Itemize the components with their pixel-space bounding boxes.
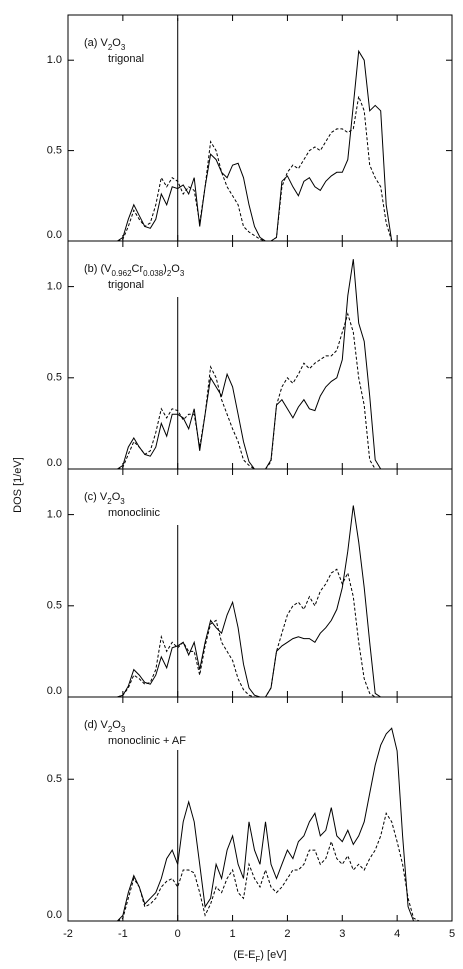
panel-frame — [67, 696, 453, 922]
panel-label-part: O — [171, 263, 180, 275]
x-tick-label: 1 — [230, 928, 236, 940]
dos-curve — [117, 505, 420, 698]
x-tick-label: 5 — [449, 928, 455, 940]
dos-curve — [117, 727, 420, 922]
y-tick-label: 0.0 — [47, 457, 62, 469]
x-tick-label: 2 — [284, 928, 290, 940]
dos-curve — [117, 812, 420, 922]
y-tick-label: 0.5 — [47, 600, 62, 612]
dos-curve — [117, 568, 420, 698]
x-tick-label: 3 — [339, 928, 345, 940]
panel-label-part: (a) V — [84, 37, 109, 49]
dos-curve — [117, 94, 420, 242]
panel-frame — [67, 14, 453, 242]
x-axis-label-part: ) [eV] — [260, 949, 286, 961]
panel-label-part: 3 — [121, 43, 126, 52]
panel-sublabel: trigonal — [108, 53, 144, 65]
panel-label-part: O — [112, 37, 121, 49]
y-tick-label: 0.5 — [47, 372, 62, 384]
y-tick-label: 1.0 — [47, 54, 62, 66]
panel-label-part: Cr — [132, 263, 144, 275]
y-axis-label: DOS [1/eV] — [12, 457, 24, 513]
panel-label-part: O — [112, 491, 121, 503]
dos-curve — [117, 312, 420, 470]
panel-label-part: 0.962 — [112, 269, 133, 278]
y-tick-label: 1.0 — [47, 281, 62, 293]
panel-sublabel: monoclinic + AF — [108, 735, 186, 747]
panel-label-part: (b) (V — [84, 263, 112, 275]
dos-curve — [117, 49, 420, 242]
panel-frame — [67, 468, 453, 698]
panel-label-part: 3 — [120, 497, 125, 506]
x-axis-label-part: F — [255, 955, 260, 964]
y-tick-label: 0.5 — [47, 773, 62, 785]
x-tick-label: 0 — [175, 928, 181, 940]
panel-sublabel: monoclinic — [108, 507, 160, 519]
panel-label-part: 2 — [167, 269, 172, 278]
x-axis-label: (E-EF) [eV] — [233, 949, 286, 964]
y-tick-label: 1.0 — [47, 509, 62, 521]
panel-label-part: (d) V — [84, 719, 109, 731]
panel-sublabel: trigonal — [108, 279, 144, 291]
panel-label: (a) V2O3 — [84, 37, 126, 52]
panel-label-part: (c) V — [84, 491, 108, 503]
panel-label-part: ) — [163, 263, 167, 275]
x-tick-label: 4 — [394, 928, 400, 940]
x-axis-label-part: (E-E — [233, 949, 255, 961]
y-tick-label: 0.5 — [47, 145, 62, 157]
panel-label-part: 2 — [107, 497, 112, 506]
y-tick-label: 0.0 — [47, 909, 62, 921]
panel-label: (c) V2O3 — [84, 491, 125, 506]
panel-label-part: 2 — [108, 43, 113, 52]
panel-label: (b) (V0.962Cr0.038)2O3 — [84, 263, 185, 278]
x-tick-label: -1 — [118, 928, 128, 940]
panel-label-part: O — [112, 719, 121, 731]
x-tick-label: -2 — [63, 928, 73, 940]
panel-label-part: 2 — [108, 725, 113, 734]
panel-label: (d) V2O3 — [84, 719, 126, 734]
y-tick-label: 0.0 — [47, 229, 62, 241]
dos-curve — [117, 259, 420, 470]
y-tick-label: 0.0 — [47, 685, 62, 697]
panel-label-part: 3 — [121, 725, 126, 734]
panel-label-part: 3 — [180, 269, 185, 278]
panel-label-part: 0.038 — [143, 269, 164, 278]
